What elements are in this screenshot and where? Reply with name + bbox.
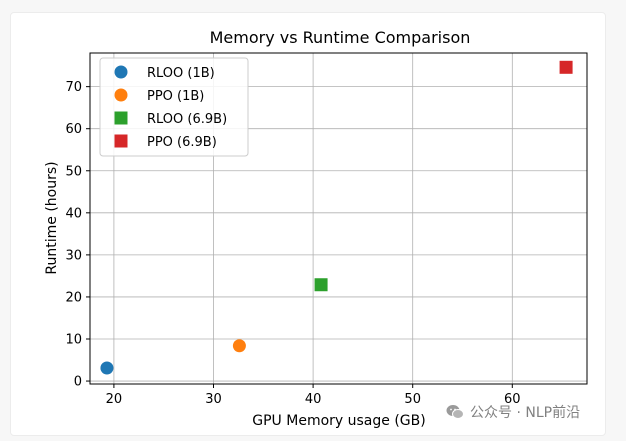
legend-marker-1 (114, 88, 128, 102)
y-tick-label: 30 (65, 248, 82, 263)
data-point-3 (559, 60, 573, 74)
y-tick-label: 0 (74, 375, 82, 390)
axis-ticks: 20 30 40 50 60 0 10 20 30 40 50 60 70 (65, 80, 520, 407)
x-tick-label: 50 (404, 392, 421, 407)
watermark: 公众号 · NLP前沿 (446, 402, 580, 422)
data-point-1 (232, 339, 246, 353)
legend-box (99, 57, 249, 157)
y-tick-label: 40 (65, 206, 82, 221)
plot-area (89, 52, 588, 385)
legend-label-3: PPO (6.9B) (147, 135, 217, 150)
chart-title: Memory vs Runtime Comparison (210, 28, 471, 47)
x-tick-label: 60 (504, 392, 521, 407)
x-tick-label: 20 (106, 392, 123, 407)
legend-marker-3 (114, 134, 128, 148)
y-axis-label: Runtime (hours) (44, 161, 60, 274)
y-tick-label: 60 (65, 122, 82, 137)
data-point-2 (314, 278, 328, 292)
x-axis-label: GPU Memory usage (GB) (252, 413, 425, 429)
legend: RLOO (1B) PPO (1B) RLOO (6.9B) PPO (6.9B) (99, 57, 249, 157)
legend-label-1: PPO (1B) (147, 89, 204, 104)
watermark-text: 公众号 · NLP前沿 (470, 405, 581, 421)
y-tick-label: 20 (65, 290, 82, 305)
legend-marker-2 (114, 111, 128, 125)
x-tick-label: 30 (205, 392, 222, 407)
legend-label-0: RLOO (1B) (147, 66, 215, 81)
data-point-0 (100, 361, 114, 375)
wechat-icon (446, 405, 464, 419)
y-tick-label: 70 (65, 80, 82, 95)
legend-marker-0 (114, 65, 128, 79)
x-tick-label: 40 (305, 392, 322, 407)
data-points (100, 60, 573, 375)
y-tick-label: 50 (65, 164, 82, 179)
legend-label-2: RLOO (6.9B) (147, 112, 227, 127)
y-tick-label: 10 (65, 332, 82, 347)
